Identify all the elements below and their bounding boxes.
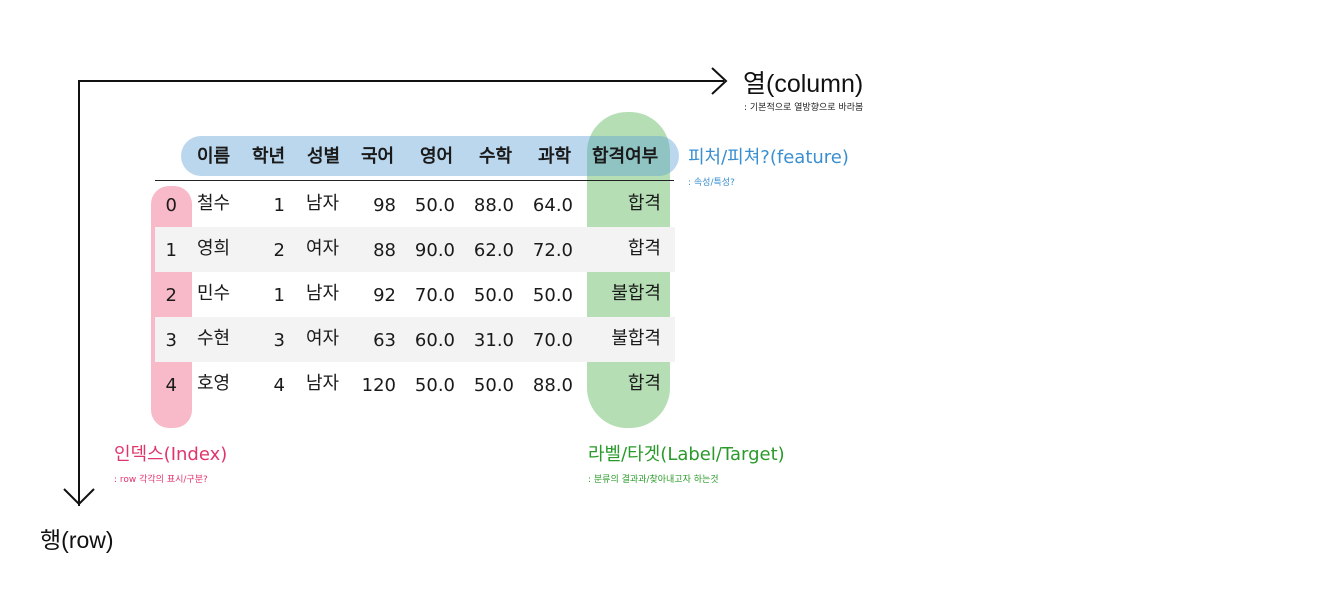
cell-science: 50.0 — [532, 285, 573, 306]
feature-label: 피처/피쳐?(feature) — [688, 147, 849, 168]
cell-korean: 92 — [373, 285, 396, 306]
cell-english: 50.0 — [414, 195, 455, 216]
table-row: 1 영희 2 여자 88 90.0 62.0 72.0 합격 — [155, 227, 675, 272]
cell-math: 50.0 — [473, 285, 514, 306]
cell-math: 50.0 — [473, 375, 514, 396]
row-index: 0 — [165, 195, 177, 216]
header-grade: 학년 — [252, 146, 286, 167]
index-label: 인덱스(Index) — [114, 444, 228, 465]
cell-pass: 합격 — [627, 193, 661, 214]
table-row: 0 철수 1 남자 98 50.0 88.0 64.0 합격 — [155, 182, 675, 227]
cell-pass: 불합격 — [611, 328, 661, 349]
cell-science: 64.0 — [532, 195, 573, 216]
cell-name: 호영 — [197, 373, 231, 394]
header-english: 영어 — [420, 146, 454, 167]
cell-gender: 여자 — [306, 328, 340, 349]
cell-pass: 합격 — [627, 373, 661, 394]
cell-name: 영희 — [197, 238, 231, 259]
cell-korean: 63 — [373, 330, 396, 351]
index-note: : row 각각의 표시/구분? — [114, 475, 208, 485]
cell-english: 60.0 — [414, 330, 455, 351]
row-index: 1 — [165, 240, 177, 261]
header-math: 수학 — [479, 146, 513, 167]
table-header-row: 이름 학년 성별 국어 영어 수학 과학 합격여부 — [155, 137, 675, 181]
cell-grade: 4 — [273, 375, 285, 396]
target-label: 라벨/타겟(Label/Target) — [588, 444, 785, 465]
cell-english: 90.0 — [414, 240, 455, 261]
table-row: 4 호영 4 남자 120 50.0 50.0 88.0 합격 — [155, 362, 675, 407]
header-gender: 성별 — [307, 146, 341, 167]
header-korean: 국어 — [361, 146, 395, 167]
row-axis-label: 행(row) — [40, 527, 114, 553]
data-table: 이름 학년 성별 국어 영어 수학 과학 합격여부 0 철수 1 남자 98 5… — [155, 137, 675, 395]
cell-grade: 3 — [273, 330, 285, 351]
table-row: 2 민수 1 남자 92 70.0 50.0 50.0 불합격 — [155, 272, 675, 317]
cell-korean: 98 — [373, 195, 396, 216]
row-index: 3 — [165, 330, 177, 351]
target-note: : 분류의 결과과/찾아내고자 하는것 — [588, 475, 719, 485]
cell-pass: 불합격 — [611, 283, 661, 304]
index-highlight — [151, 186, 192, 428]
cell-science: 88.0 — [532, 375, 573, 396]
row-index: 2 — [165, 285, 177, 306]
feature-note: : 속성/특성? — [688, 178, 735, 188]
header-divider — [155, 180, 674, 181]
header-name: 이름 — [197, 146, 231, 167]
cell-math: 88.0 — [473, 195, 514, 216]
cell-grade: 1 — [273, 195, 285, 216]
cell-math: 31.0 — [473, 330, 514, 351]
cell-gender: 남자 — [306, 193, 340, 214]
cell-korean: 120 — [361, 375, 396, 396]
cell-name: 철수 — [197, 193, 231, 214]
cell-name: 수현 — [197, 328, 231, 349]
row-arrowhead — [63, 488, 95, 506]
cell-science: 70.0 — [532, 330, 573, 351]
column-axis-note: : 기본적으로 열방향으로 바라봄 — [744, 103, 864, 113]
cell-science: 72.0 — [532, 240, 573, 261]
header-pass: 합격여부 — [592, 146, 659, 167]
cell-korean: 88 — [373, 240, 396, 261]
cell-grade: 1 — [273, 285, 285, 306]
cell-math: 62.0 — [473, 240, 514, 261]
row-index: 4 — [165, 375, 177, 396]
header-science: 과학 — [538, 146, 572, 167]
cell-name: 민수 — [197, 283, 231, 304]
column-axis-label: 열(column) — [743, 70, 864, 98]
cell-english: 50.0 — [414, 375, 455, 396]
column-arrowhead — [711, 67, 728, 95]
feature-highlight — [181, 136, 679, 176]
cell-grade: 2 — [273, 240, 285, 261]
cell-gender: 남자 — [306, 283, 340, 304]
cell-pass: 합격 — [627, 238, 661, 259]
cell-gender: 여자 — [306, 238, 340, 259]
cell-english: 70.0 — [414, 285, 455, 306]
table-row: 3 수현 3 여자 63 60.0 31.0 70.0 불합격 — [155, 317, 675, 362]
column-axis-arrow — [78, 80, 724, 506]
cell-gender: 남자 — [306, 373, 340, 394]
